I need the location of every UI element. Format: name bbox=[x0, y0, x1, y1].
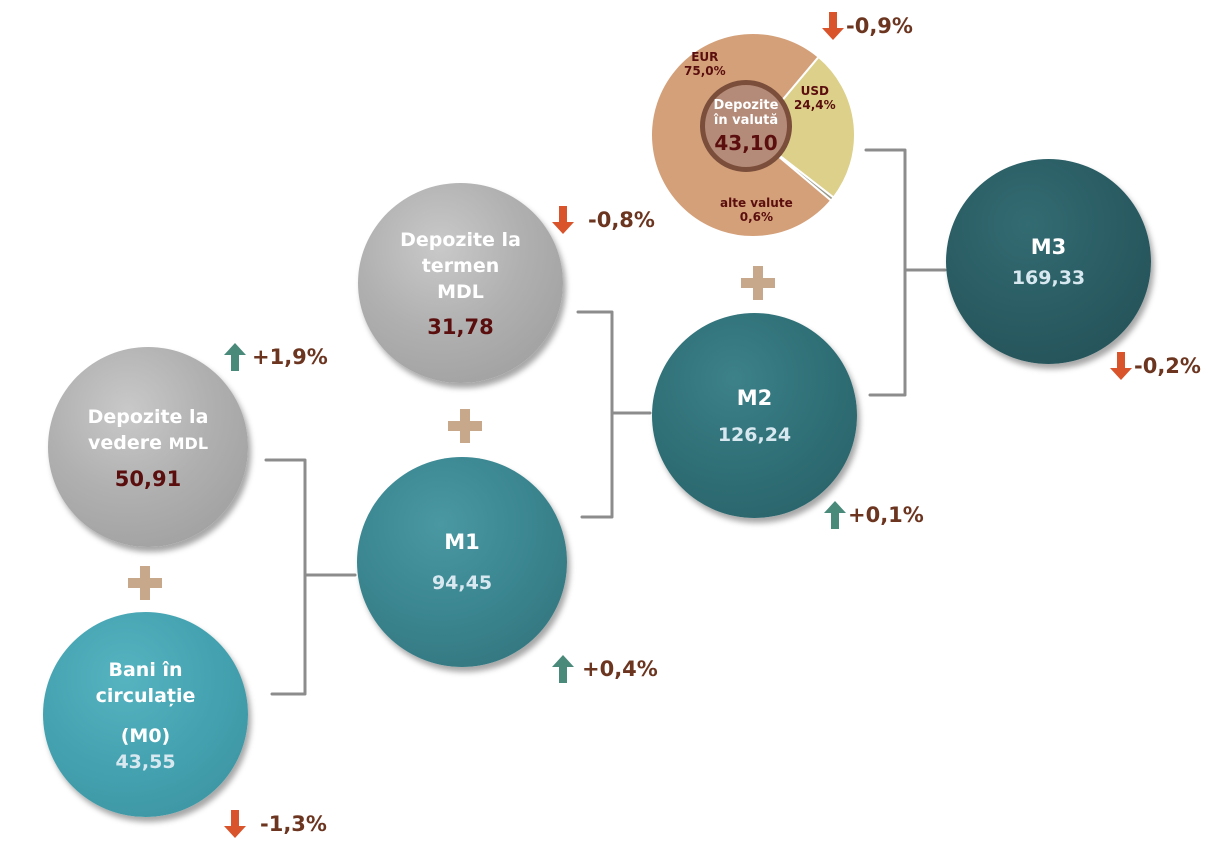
arrow-down-icon bbox=[552, 206, 574, 234]
change-value: -0,9% bbox=[846, 14, 913, 38]
slice-value: 75,0% bbox=[684, 64, 726, 78]
bracket-m3 bbox=[864, 148, 947, 397]
bracket-m1 bbox=[264, 458, 357, 696]
node-m2: M2 126,24 bbox=[652, 313, 857, 518]
plus-icon bbox=[741, 266, 775, 300]
arrow-down-icon bbox=[1110, 352, 1132, 380]
title-line: Depozite la bbox=[87, 405, 209, 428]
node-value: 94,45 bbox=[431, 572, 493, 594]
change-value: -0,2% bbox=[1134, 354, 1201, 378]
node-title: Depozite la termen MDL bbox=[400, 227, 521, 305]
slice-name: alte valute bbox=[720, 196, 793, 210]
node-value: 43,55 bbox=[115, 750, 176, 773]
pie-label-eur: EUR 75,0% bbox=[684, 50, 726, 78]
node-depozite-vedere: Depozite la vedere MDL 50,91 bbox=[48, 347, 248, 547]
plus-icon bbox=[128, 566, 162, 600]
title-unit: MDL bbox=[168, 433, 209, 453]
pie-depozite-valuta: EUR 75,0% USD 24,4% alte valute 0,6% Dep… bbox=[648, 30, 858, 240]
change-m3: -0,2% bbox=[1110, 352, 1201, 380]
title-line: termen bbox=[421, 255, 500, 277]
node-label: M2 bbox=[736, 385, 773, 410]
arrow-down-icon bbox=[224, 810, 246, 838]
node-label: M3 bbox=[1030, 234, 1067, 259]
node-value: 126,24 bbox=[717, 423, 792, 446]
title-line: vedere bbox=[87, 431, 162, 454]
node-m3: M3 169,33 bbox=[946, 159, 1151, 364]
pie-slice-usd bbox=[751, 55, 856, 199]
change-value: +0,1% bbox=[848, 503, 924, 527]
change-depozite-termen: -0,8% bbox=[552, 206, 655, 234]
change-depozite-valuta: -0,9% bbox=[822, 12, 913, 40]
change-depozite-vedere: +1,9% bbox=[224, 343, 328, 371]
slice-value: 24,4% bbox=[794, 98, 836, 112]
node-value: 31,78 bbox=[427, 315, 494, 339]
node-title: Bani în circulație bbox=[96, 657, 196, 709]
node-bani-circulatie: Bani în circulație (M0) 43,55 bbox=[43, 612, 248, 817]
node-m1: M1 94,45 bbox=[357, 457, 567, 667]
center-value: 43,10 bbox=[714, 130, 778, 155]
arrow-up-icon bbox=[552, 655, 574, 683]
node-value: 169,33 bbox=[1011, 266, 1086, 289]
change-value: -1,3% bbox=[260, 812, 327, 836]
change-value: +0,4% bbox=[582, 657, 658, 681]
center-title: în valută bbox=[713, 112, 779, 128]
change-m2: +0,1% bbox=[824, 501, 924, 529]
slice-name: USD bbox=[800, 84, 829, 98]
center-title: Depozite bbox=[713, 97, 779, 113]
slice-name: EUR bbox=[691, 50, 719, 64]
arrow-up-icon bbox=[224, 343, 246, 371]
node-title: Depozite la vedere MDL bbox=[88, 404, 209, 457]
change-value: +1,9% bbox=[252, 345, 328, 369]
change-m1: +0,4% bbox=[552, 655, 658, 683]
change-bani-circulatie: -1,3% bbox=[224, 810, 327, 838]
title-line: MDL bbox=[437, 281, 484, 303]
node-depozite-termen: Depozite la termen MDL 31,78 bbox=[358, 183, 563, 383]
arrow-up-icon bbox=[824, 501, 846, 529]
title-line: (M0) bbox=[120, 724, 171, 747]
pie-center: Depozite în valută 43,10 bbox=[700, 80, 792, 172]
bracket-m2 bbox=[576, 310, 652, 519]
title-line: Depozite la bbox=[400, 229, 521, 251]
title-line: circulație bbox=[95, 684, 196, 707]
node-label: M1 bbox=[444, 530, 480, 554]
title-line: Bani în bbox=[108, 658, 183, 681]
pie-label-usd: USD 24,4% bbox=[794, 84, 836, 112]
change-value: -0,8% bbox=[588, 208, 655, 232]
arrow-down-icon bbox=[822, 12, 844, 40]
slice-value: 0,6% bbox=[739, 210, 773, 224]
node-value: 50,91 bbox=[114, 466, 182, 491]
plus-icon bbox=[448, 409, 482, 443]
pie-label-alte: alte valute 0,6% bbox=[720, 196, 793, 224]
